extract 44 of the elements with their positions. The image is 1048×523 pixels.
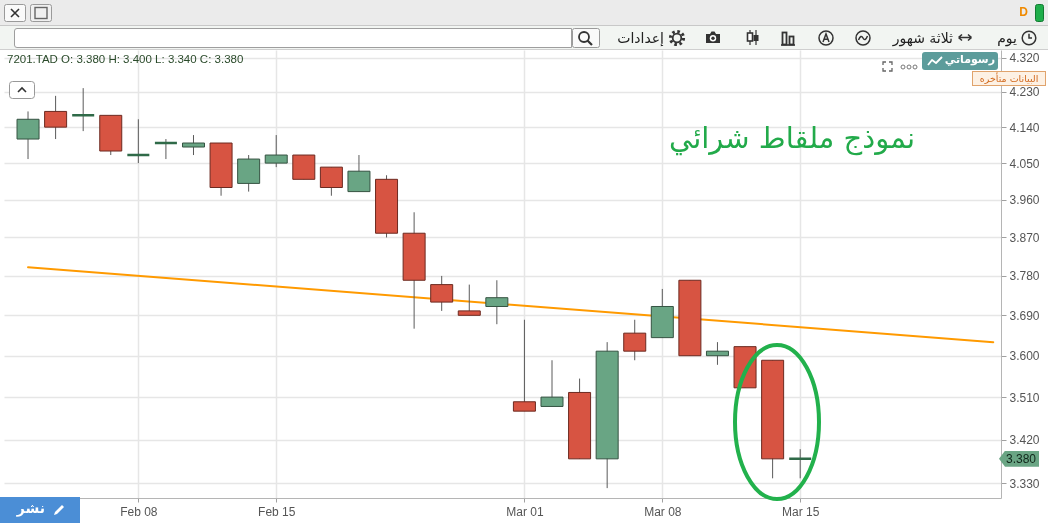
y-tick-label: 4.230 xyxy=(1009,85,1040,100)
text: إعدادات xyxy=(617,30,664,46)
chart-title: 7201.TAD O: 3.380 H: 3.400 L: 3.340 C: 3.380 xyxy=(7,53,244,65)
annotation: رسوماتي xyxy=(944,53,995,66)
candlestick xyxy=(153,138,179,160)
candlestick xyxy=(705,341,729,366)
candlestick xyxy=(181,134,205,156)
x-tick-label: Mar 15 xyxy=(782,504,820,519)
candlestick xyxy=(264,134,288,168)
candlestick xyxy=(16,110,40,160)
y-tick-label: 4.050 xyxy=(1009,156,1040,171)
annotation: نموذج ملقاط شرائي xyxy=(669,121,915,155)
y-tick-label: 3.600 xyxy=(1009,349,1040,364)
y-tick-label: 3.780 xyxy=(1009,269,1040,284)
y-tick-label: 3.690 xyxy=(1009,308,1040,323)
candlestick xyxy=(485,279,509,325)
y-tick-label: 3.510 xyxy=(1009,390,1040,405)
candlestick xyxy=(540,359,564,407)
candlestick xyxy=(430,275,454,312)
candlestick xyxy=(70,87,96,132)
y-tick-label: 4.140 xyxy=(1009,120,1040,135)
text: ثلاثة شهور xyxy=(892,30,953,46)
y-tick-label: 3.420 xyxy=(1009,433,1040,448)
candlestick xyxy=(512,319,536,412)
y-tick-label: 3.870 xyxy=(1009,230,1040,245)
candlestick xyxy=(347,154,371,193)
text: 3.380 xyxy=(999,450,1039,467)
candlestick xyxy=(787,448,813,479)
candlestick xyxy=(623,319,647,361)
y-tick-label: 3.960 xyxy=(1009,193,1040,208)
candlestick xyxy=(44,95,68,140)
x-tick-label: Mar 08 xyxy=(644,504,682,519)
x-tick-label: Feb 15 xyxy=(258,504,296,519)
x-tick-label: Feb 08 xyxy=(120,504,158,519)
candlestick xyxy=(319,166,343,197)
x-tick-label: Mar 01 xyxy=(506,504,544,519)
y-tick-label: 4.320 xyxy=(1009,51,1040,66)
text: D xyxy=(1019,5,1028,19)
annotation: البيانات متأخره xyxy=(972,71,1046,86)
candlestick xyxy=(126,118,151,164)
y-tick-label: 3.330 xyxy=(1009,476,1040,491)
candlestick xyxy=(457,284,481,316)
text: يوم xyxy=(997,30,1017,46)
text: نشر xyxy=(16,500,45,516)
